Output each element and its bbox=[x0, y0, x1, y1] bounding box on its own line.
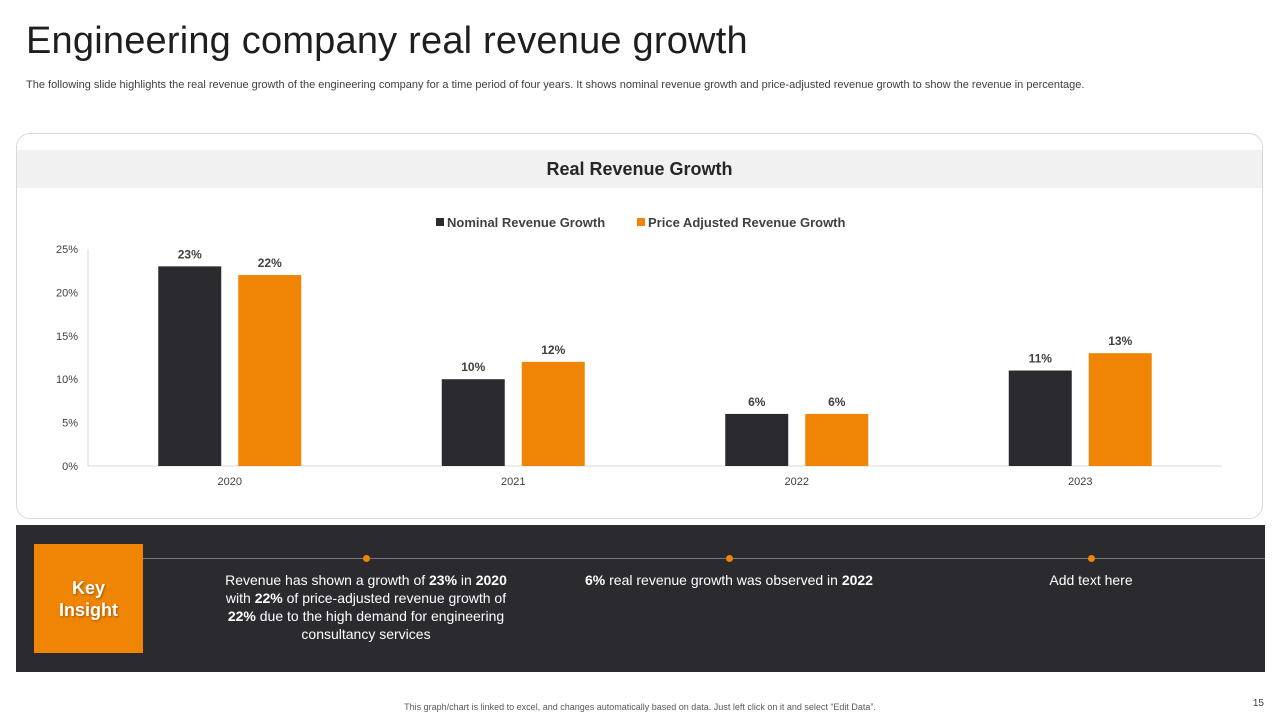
bar-price-adjusted-2020 bbox=[238, 275, 302, 466]
y-tick-label: 5% bbox=[62, 418, 78, 430]
key-insight-label-line1: Key bbox=[71, 577, 106, 598]
legend-label: Price Adjusted Revenue Growth bbox=[648, 215, 846, 230]
legend-swatch bbox=[436, 218, 444, 226]
page-subtitle: The following slide highlights the real … bbox=[26, 79, 1085, 91]
bar-nominal-2021 bbox=[441, 379, 505, 466]
bar-nominal-2022 bbox=[725, 413, 789, 466]
insight-text-3: Add text here bbox=[1049, 572, 1133, 588]
x-tick-label: 2021 bbox=[501, 476, 525, 488]
bar-chart: 0% 5% 10% 15% 20% 25% 23% 22% 2020 10% 12% 2021 6% 6%… bbox=[56, 215, 1222, 488]
y-tick-label: 20% bbox=[56, 287, 78, 299]
bar-price-adjusted-2022 bbox=[805, 413, 869, 466]
bar-nominal-2023 bbox=[1008, 370, 1072, 466]
data-label: 23% bbox=[178, 247, 202, 261]
footer-note: This graph/chart is linked to excel, and… bbox=[404, 702, 876, 712]
x-tick-label: 2023 bbox=[1068, 476, 1092, 488]
legend-label: Nominal Revenue Growth bbox=[447, 215, 605, 230]
data-label: 12% bbox=[541, 343, 565, 357]
bar-price-adjusted-2021 bbox=[521, 361, 585, 466]
chart-card: Real Revenue Growth 0% 5% 10% 15% 20% 25% 23% 2… bbox=[16, 133, 1263, 519]
y-tick-label: 10% bbox=[56, 374, 78, 386]
chart-title: Real Revenue Growth bbox=[17, 150, 1262, 188]
data-label: 22% bbox=[258, 256, 282, 270]
legend-swatch bbox=[637, 218, 645, 226]
y-tick-label: 25% bbox=[56, 244, 78, 256]
data-label: 13% bbox=[1108, 334, 1132, 348]
data-label: 6% bbox=[828, 395, 846, 409]
key-insight-panel: Key Insight Revenue has shown a growth o… bbox=[16, 525, 1265, 672]
key-insight-badge: Key Insight bbox=[34, 544, 143, 653]
timeline-line bbox=[143, 558, 1265, 559]
data-label: 6% bbox=[748, 395, 766, 409]
x-tick-label: 2022 bbox=[785, 476, 809, 488]
y-tick-label: 15% bbox=[56, 331, 78, 343]
x-tick-label: 2020 bbox=[218, 476, 242, 488]
timeline-dot bbox=[1088, 555, 1095, 562]
data-label: 10% bbox=[461, 360, 485, 374]
data-label: 11% bbox=[1029, 352, 1053, 366]
page-title: Engineering company real revenue growth bbox=[26, 20, 748, 62]
key-insight-label-line2: Insight bbox=[59, 599, 118, 620]
timeline-dot bbox=[726, 555, 733, 562]
page-number: 15 bbox=[1252, 698, 1264, 709]
bar-nominal-2020 bbox=[158, 266, 222, 466]
y-tick-label: 0% bbox=[62, 461, 78, 473]
insight-text-1: Revenue has shown a growth of 23% in 202… bbox=[225, 572, 507, 642]
insight-text-2: 6% real revenue growth was observed in 2… bbox=[585, 572, 873, 588]
timeline-dot bbox=[363, 555, 370, 562]
bar-price-adjusted-2023 bbox=[1088, 353, 1152, 466]
